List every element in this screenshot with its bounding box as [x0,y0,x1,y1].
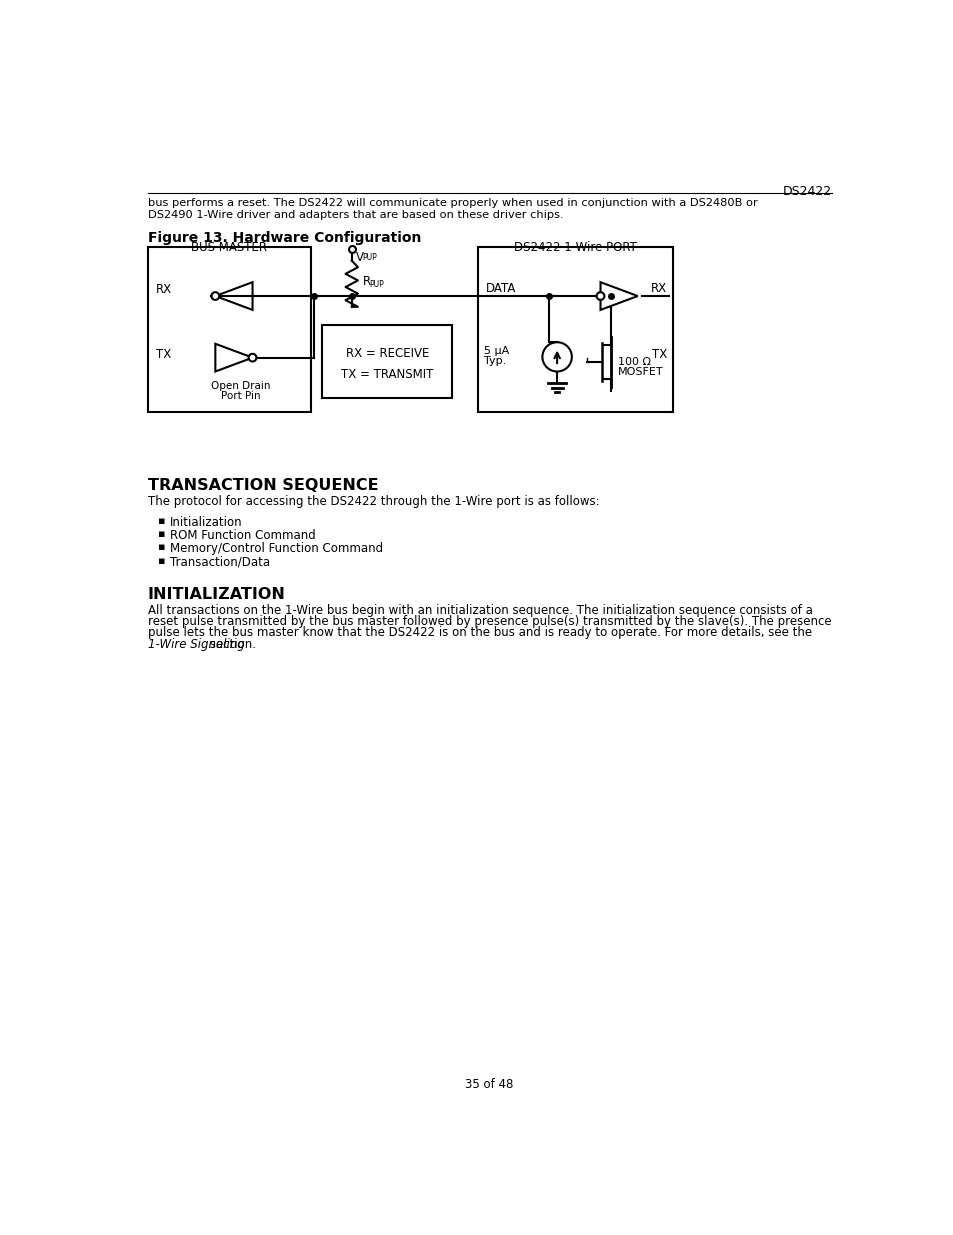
Bar [477,247,673,412]
Text: pulse lets the bus master know that the DS2422 is on the bus and is ready to ope: pulse lets the bus master know that the … [148,626,811,640]
Text: Open Drain: Open Drain [211,380,271,390]
Bar [322,325,452,399]
Text: Transaction/Data: Transaction/Data [170,556,270,568]
Text: ▪: ▪ [158,516,165,526]
Text: bus performs a reset. The DS2422 will communicate properly when used in conjunct: bus performs a reset. The DS2422 will co… [148,199,757,209]
Text: The protocol for accessing the DS2422 through the 1-Wire port is as follows:: The protocol for accessing the DS2422 th… [148,495,598,508]
Text: PUP: PUP [362,253,377,262]
Text: 1-Wire Signaling: 1-Wire Signaling [148,637,244,651]
Text: ▪: ▪ [158,530,165,540]
Text: Port Pin: Port Pin [221,390,260,400]
Text: Figure 13. Hardware Configuration: Figure 13. Hardware Configuration [148,231,421,246]
Polygon shape [599,282,637,310]
Text: section.: section. [206,637,255,651]
Circle shape [212,293,219,300]
Text: RX: RX [650,282,666,295]
Text: BUS MASTER: BUS MASTER [192,241,267,253]
Text: 5 μA: 5 μA [484,346,509,356]
Text: Memory/Control Function Command: Memory/Control Function Command [170,542,382,556]
Text: reset pulse transmitted by the bus master followed by presence pulse(s) transmit: reset pulse transmitted by the bus maste… [148,615,831,629]
Polygon shape [215,282,253,310]
Text: DATA: DATA [485,282,516,295]
Text: TX = TRANSMIT: TX = TRANSMIT [341,368,433,382]
Text: V: V [356,251,364,263]
Text: DS2422 1-Wire PORT: DS2422 1-Wire PORT [514,241,637,253]
Text: TX: TX [155,348,171,361]
Text: ROM Function Command: ROM Function Command [170,530,315,542]
Text: All transactions on the 1-Wire bus begin with an initialization sequence. The in: All transactions on the 1-Wire bus begin… [148,604,812,618]
Text: DS2422: DS2422 [782,185,831,198]
Text: ▪: ▪ [158,542,165,552]
Bar [148,247,311,412]
Text: MOSFET: MOSFET [617,367,662,377]
Text: TRANSACTION SEQUENCE: TRANSACTION SEQUENCE [148,478,378,493]
Text: Initialization: Initialization [170,516,242,530]
Text: DS2490 1-Wire driver and adapters that are based on these driver chips.: DS2490 1-Wire driver and adapters that a… [148,210,563,220]
Circle shape [596,293,604,300]
Circle shape [542,342,571,372]
Text: RX = RECEIVE: RX = RECEIVE [345,347,429,359]
Circle shape [249,353,256,362]
Text: R: R [363,275,371,288]
Text: TX: TX [651,348,666,361]
Text: 35 of 48: 35 of 48 [464,1078,513,1092]
Polygon shape [215,343,253,372]
Text: RX: RX [155,283,172,295]
Text: PUP: PUP [369,280,383,289]
Text: 100 Ω: 100 Ω [617,357,650,367]
Text: INITIALIZATION: INITIALIZATION [148,587,286,603]
Text: ▪: ▪ [158,556,165,566]
Text: Typ.: Typ. [484,356,506,366]
